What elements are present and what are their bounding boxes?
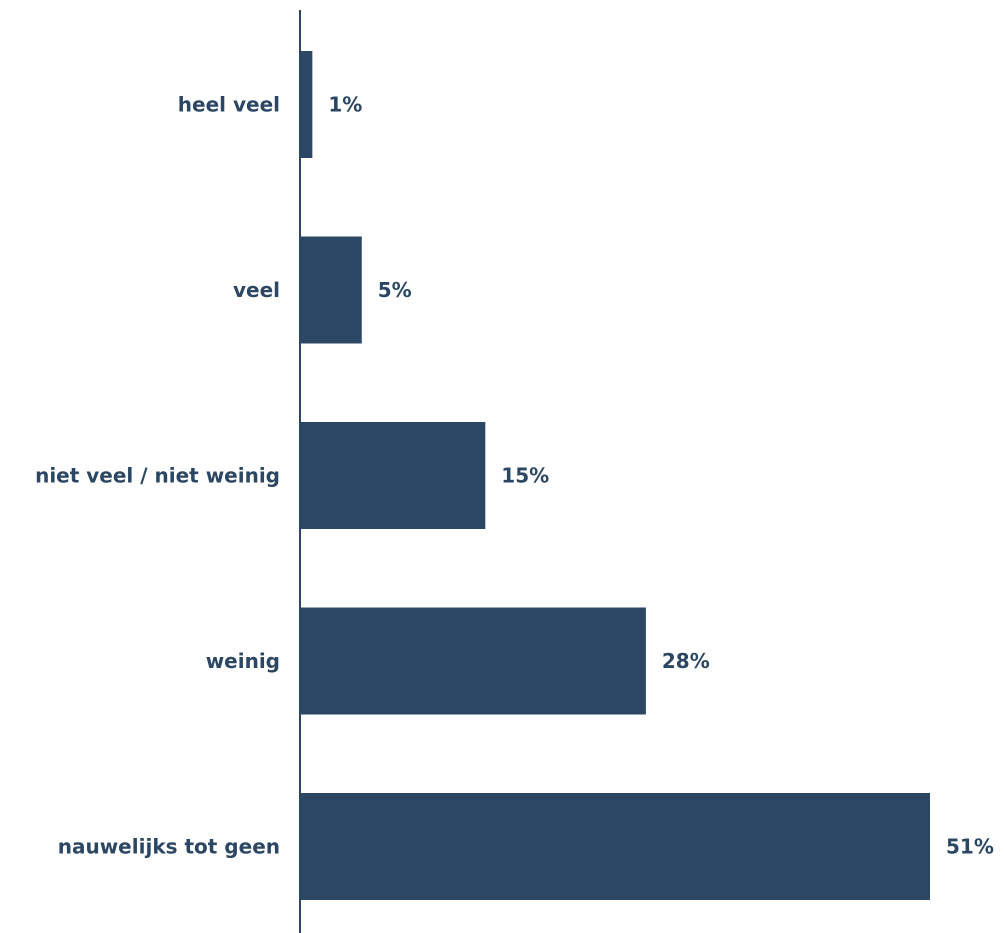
category-label-2: niet veel / niet weinig <box>35 464 280 488</box>
value-label-1: 5% <box>378 278 412 302</box>
bars-group <box>300 51 930 900</box>
category-labels-group: heel veel veel niet veel / niet weinig wein… <box>35 93 280 859</box>
category-label-1: veel <box>233 278 280 302</box>
category-label-3: weinig <box>206 649 280 673</box>
bar-1 <box>300 236 362 344</box>
value-label-2: 15% <box>501 464 549 488</box>
category-label-0: heel veel <box>178 93 280 117</box>
bar-2 <box>300 422 486 529</box>
value-label-0: 1% <box>328 93 362 117</box>
category-label-4: nauwelijks tot geen <box>58 835 280 859</box>
value-labels-group: 1% 5% 15% 28% 51% <box>328 93 994 859</box>
bar-0 <box>300 51 313 158</box>
bar-4 <box>300 793 930 900</box>
bar-3 <box>300 607 646 715</box>
value-label-4: 51% <box>946 835 994 859</box>
value-label-3: 28% <box>662 649 710 673</box>
